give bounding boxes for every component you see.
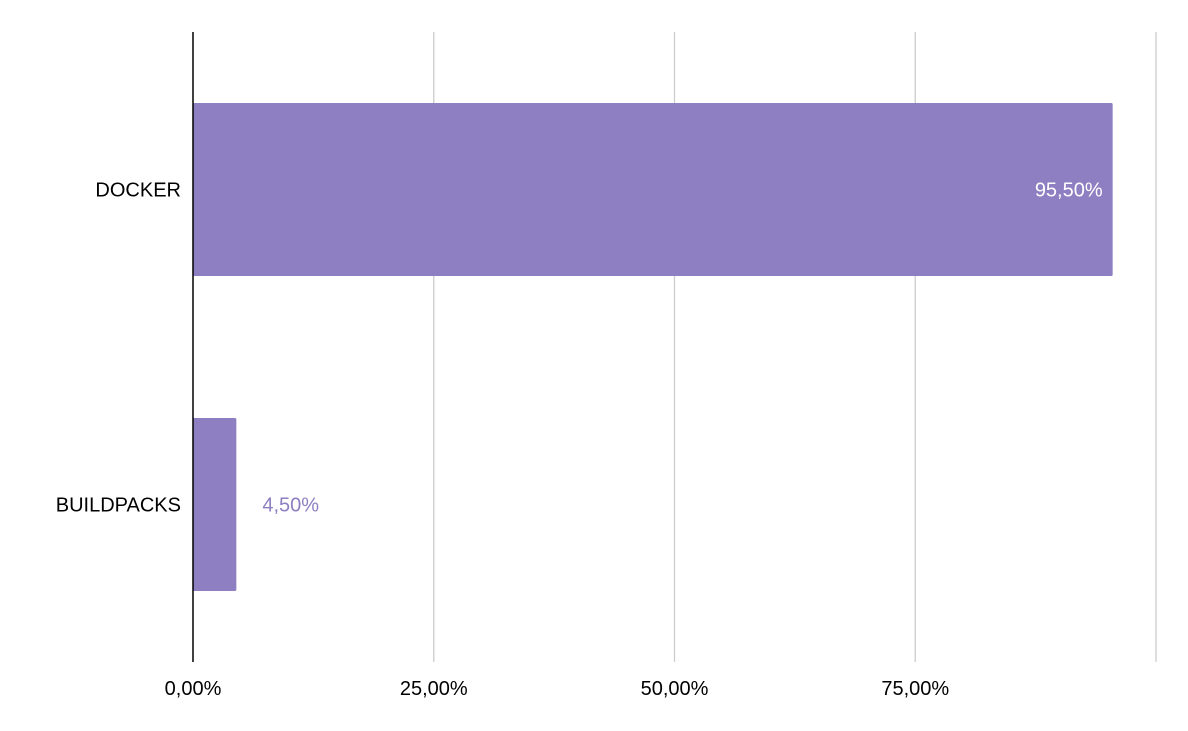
x-tick-label: 50,00% [641,678,709,700]
data-label: 4,50% [262,495,319,517]
x-tick-label: 0,00% [165,678,222,700]
category-label: DOCKER [95,180,181,202]
bar-buildpacks [193,418,237,591]
x-tick-label: 75,00% [881,678,949,700]
labels: 0,00% 25,00% 50,00% 75,00% DOCKER 95,50% BUILD… [56,180,1103,701]
data-label: 95,50% [1035,180,1103,202]
category-label: BUILDPACKS [56,495,181,517]
bar-docker [193,103,1113,276]
x-tick-label: 25,00% [400,678,468,700]
bars [193,103,1113,591]
